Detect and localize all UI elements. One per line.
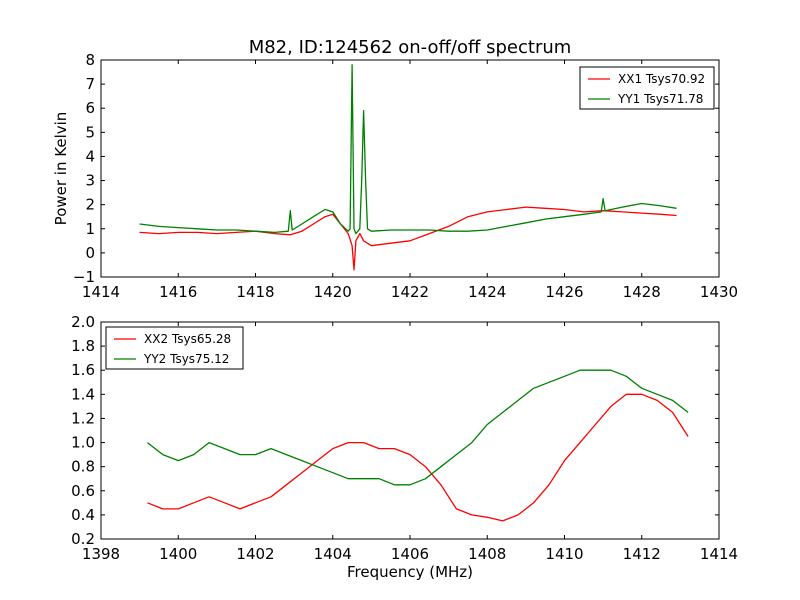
y-tick-label: −1 [73,268,95,286]
bottom-plot: 1398 1400 1402 1404 1406 1408 1410 1412 1414 0.2 0… [71,313,738,581]
x-tick-label: 1422 [391,283,429,301]
legend-label: XX2 Tsys65.28 [144,332,231,346]
x-tick-label: 1414 [82,283,120,301]
legend-label: YY1 Tsys71.78 [617,92,703,106]
y-tick-label: 2 [85,196,95,214]
series-line-1 [147,393,689,522]
y-tick-label: 1.6 [71,361,95,379]
legend-label: XX1 Tsys70.92 [618,72,705,86]
y-tick-label: 1.4 [71,385,95,403]
y-tick-label: 0.8 [71,458,95,476]
x-tick-label: 1414 [700,545,738,563]
y-tick-label: 6 [85,99,95,117]
top-plot: 1414 1416 1418 1420 1422 1424 1426 1428 1430−101… [52,51,738,301]
x-tick-label: 1420 [314,283,352,301]
x-tick-label: 1428 [623,283,661,301]
x-tick-label: 1398 [82,545,120,563]
y-tick-label: 1.8 [71,337,95,355]
y-tick-label: 1 [85,220,95,238]
y-tick-label: 2.0 [71,313,95,331]
x-tick-label: 1418 [236,283,274,301]
y-tick-label: 4 [85,147,95,165]
legend-box [579,66,715,110]
series-line-2 [139,64,677,235]
x-tick-label: 1416 [159,283,197,301]
y-tick-label: 8 [85,51,95,69]
y-tick-label: 0.2 [71,530,95,548]
y-tick-label: 0.6 [71,482,95,500]
legend: XX2 Tsys65.28 YY2 Tsys75.12 [105,326,244,370]
x-tick-label: 1430 [700,283,738,301]
y-tick-label: 5 [85,123,95,141]
x-tick-label: 1406 [391,545,429,563]
y-tick-label: 7 [85,75,95,93]
x-tick-label: 1426 [545,283,583,301]
y-tick-label: 0 [85,244,95,262]
x-tick-label: 1410 [545,545,583,563]
x-tick-label: 1408 [468,545,506,563]
figure-title: M82, ID:124562 on-off/off spectrum [249,37,572,58]
y-tick-label: 0.4 [71,506,95,524]
series-line-2 [147,369,689,486]
x-axis-label: Frequency (MHz) [347,563,473,581]
legend-box [105,326,244,370]
y-tick-label: 3 [85,172,95,190]
x-tick-label: 1400 [159,545,197,563]
y-tick-label: 1.2 [71,409,95,427]
x-tick-label: 1424 [468,283,506,301]
x-tick-label: 1402 [236,545,274,563]
legend-label: YY2 Tsys75.12 [143,352,229,366]
y-axis-label: Power in Kelvin [52,112,70,226]
legend: XX1 Tsys70.92 YY1 Tsys71.78 [579,66,715,110]
y-tick-label: 1.0 [71,434,95,452]
x-tick-label: 1412 [623,545,661,563]
x-tick-label: 1404 [314,545,352,563]
